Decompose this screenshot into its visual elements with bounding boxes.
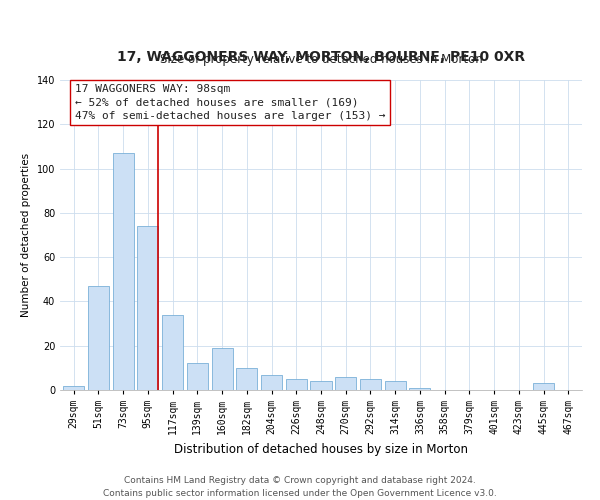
Bar bbox=[409, 388, 430, 390]
Bar bbox=[236, 368, 257, 390]
Bar bbox=[113, 153, 134, 390]
Bar bbox=[533, 384, 554, 390]
Bar bbox=[385, 381, 406, 390]
Bar bbox=[212, 348, 233, 390]
Bar bbox=[335, 376, 356, 390]
Bar bbox=[310, 381, 332, 390]
Text: 17 WAGGONERS WAY: 98sqm
← 52% of detached houses are smaller (169)
47% of semi-d: 17 WAGGONERS WAY: 98sqm ← 52% of detache… bbox=[75, 84, 385, 121]
X-axis label: Distribution of detached houses by size in Morton: Distribution of detached houses by size … bbox=[174, 442, 468, 456]
Bar bbox=[261, 374, 282, 390]
Title: 17, WAGGONERS WAY, MORTON, BOURNE, PE10 0XR: 17, WAGGONERS WAY, MORTON, BOURNE, PE10 … bbox=[117, 50, 525, 64]
Text: Size of property relative to detached houses in Morton: Size of property relative to detached ho… bbox=[160, 52, 482, 66]
Bar bbox=[187, 364, 208, 390]
Text: Contains HM Land Registry data © Crown copyright and database right 2024.
Contai: Contains HM Land Registry data © Crown c… bbox=[103, 476, 497, 498]
Bar bbox=[88, 286, 109, 390]
Bar bbox=[360, 379, 381, 390]
Bar bbox=[137, 226, 158, 390]
Bar bbox=[286, 379, 307, 390]
Bar bbox=[162, 314, 183, 390]
Y-axis label: Number of detached properties: Number of detached properties bbox=[21, 153, 31, 317]
Bar bbox=[63, 386, 84, 390]
